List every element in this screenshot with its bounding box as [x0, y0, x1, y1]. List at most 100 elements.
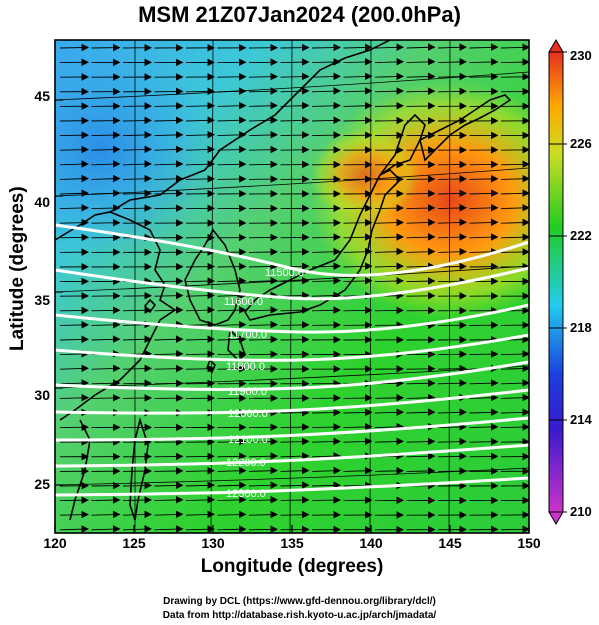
- wind-arrow-head: [239, 350, 247, 358]
- wind-arrow-head: [333, 481, 342, 489]
- wind-arrow-head: [176, 131, 184, 139]
- wind-arrow-head: [270, 466, 279, 475]
- wind-arrow-head: [239, 248, 247, 256]
- contour-label: 11700.0: [228, 329, 267, 341]
- wind-arrow-head: [176, 73, 184, 81]
- wind-arrow-head: [207, 219, 216, 227]
- wind-arrow-head: [459, 350, 468, 358]
- wind-arrow-head: [81, 292, 90, 300]
- wind-arrow-head: [176, 306, 184, 314]
- wind-arrow-head: [81, 306, 90, 315]
- wind-arrow-head: [113, 233, 121, 242]
- x-tick-label: 125: [122, 535, 146, 551]
- wind-arrow-head: [333, 72, 342, 81]
- wind-arrow-head: [522, 496, 529, 505]
- wind-arrow-head: [491, 423, 499, 431]
- wind-arrow-head: [270, 437, 279, 446]
- wind-arrow-head: [522, 364, 529, 373]
- wind-arrow-head: [113, 423, 121, 432]
- wind-arrow-head: [365, 58, 373, 66]
- wind-arrow-head: [365, 116, 373, 125]
- contour-label: 11500.0: [265, 267, 304, 279]
- wind-arrow-head: [333, 321, 342, 329]
- wind-arrow-head: [113, 394, 121, 402]
- wind-arrow-head: [396, 43, 405, 51]
- wind-arrow-head: [239, 510, 247, 519]
- wind-arrow-head: [522, 203, 529, 212]
- wind-arrow-head: [522, 189, 529, 197]
- wind-arrow-head: [396, 131, 405, 140]
- wind-arrow-head: [239, 262, 247, 271]
- wind-arrow-head: [207, 130, 216, 139]
- wind-arrow-head: [207, 394, 216, 402]
- wind-arrow-head: [428, 102, 436, 110]
- wind-arrow-head: [176, 452, 184, 461]
- wind-arrow-head: [176, 204, 184, 212]
- wind-arrow-head: [113, 481, 121, 490]
- wind-arrow-head: [302, 204, 310, 213]
- wind-arrow-head: [302, 394, 310, 402]
- wind-arrow-head: [491, 379, 499, 387]
- wind-arrow-head: [239, 452, 247, 460]
- wind-arrow-head: [522, 43, 529, 51]
- colorbar-tick-label: 214: [570, 412, 592, 427]
- wind-arrow-head: [333, 525, 342, 533]
- wind-arrow-head: [270, 190, 279, 198]
- wind-arrow-head: [365, 437, 373, 446]
- wind-arrow-head: [365, 277, 373, 285]
- wind-arrow-head: [333, 204, 342, 213]
- wind-arrow-head: [302, 276, 310, 285]
- wind-arrow-head: [239, 394, 247, 402]
- wind-arrow-head: [459, 43, 468, 51]
- colorbar-tick-label: 226: [570, 136, 592, 151]
- wind-arrow-head: [81, 87, 90, 96]
- wind-arrow-head: [459, 292, 468, 300]
- wind-arrow-head: [144, 291, 153, 300]
- y-tick-label: 45: [34, 88, 50, 104]
- wind-arrow-head: [302, 496, 310, 504]
- wind-arrow-head: [81, 145, 90, 154]
- wind-arrow-head: [144, 394, 153, 402]
- wind-arrow-head: [396, 306, 405, 315]
- wind-arrow-head: [302, 350, 310, 359]
- wind-arrow-head: [365, 87, 373, 95]
- wind-arrow-head: [270, 277, 279, 285]
- wind-arrow-head: [270, 131, 279, 139]
- wind-arrow-head: [491, 189, 499, 197]
- wind-arrow-head: [270, 116, 279, 124]
- wind-arrow-head: [302, 247, 310, 256]
- wind-arrow-head: [491, 511, 499, 519]
- wind-arrow-head: [302, 101, 310, 110]
- wind-arrow-head: [270, 248, 279, 256]
- wind-arrow-head: [239, 58, 247, 67]
- wind-arrow-head: [333, 276, 342, 285]
- wind-arrow-head: [491, 452, 499, 461]
- wind-arrow-head: [239, 495, 247, 504]
- wind-arrow-head: [81, 248, 90, 256]
- wind-arrow-head: [333, 247, 342, 256]
- wind-arrow-head: [270, 43, 279, 52]
- wind-arrow-head: [207, 73, 216, 81]
- wind-arrow-head: [396, 72, 405, 81]
- wind-arrow-head: [144, 145, 153, 154]
- wind-arrow-head: [239, 466, 247, 475]
- wind-arrow-head: [239, 101, 247, 110]
- wind-arrow-head: [270, 365, 279, 373]
- wind-arrow-head: [459, 87, 468, 95]
- wind-arrow-head: [522, 525, 529, 533]
- wind-arrow-head: [459, 146, 468, 154]
- wind-arrow-head: [333, 408, 342, 417]
- wind-arrow-head: [176, 335, 184, 343]
- wind-arrow-head: [207, 306, 216, 314]
- wind-arrow-head: [459, 131, 468, 140]
- wind-arrow-head: [491, 277, 499, 286]
- wind-arrow-head: [239, 145, 247, 154]
- wind-arrow-head: [302, 335, 310, 344]
- wind-arrow-head: [428, 43, 436, 51]
- wind-arrow-head: [491, 496, 499, 505]
- wind-arrow-head: [428, 350, 436, 359]
- wind-arrow-head: [113, 87, 121, 96]
- wind-arrow-head: [144, 116, 153, 125]
- wind-arrow-head: [428, 175, 436, 183]
- wind-arrow-head: [333, 116, 342, 124]
